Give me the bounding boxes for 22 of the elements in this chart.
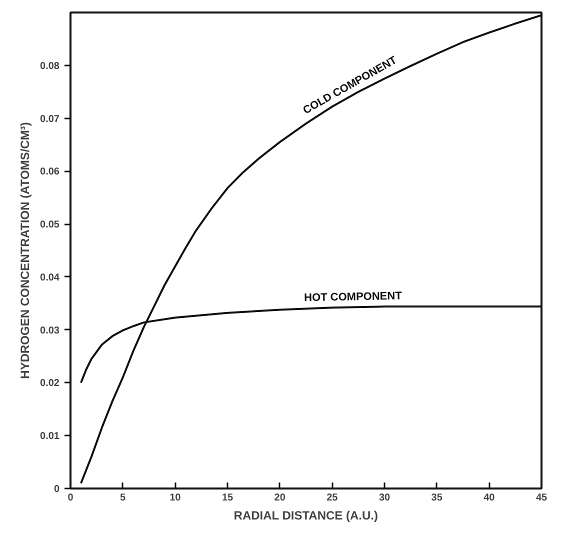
- x-tick-label: 15: [222, 492, 234, 504]
- x-tick-label: 25: [326, 492, 338, 504]
- y-tick-label: 0.08: [40, 60, 60, 72]
- y-tick-label: 0.07: [40, 114, 60, 125]
- x-axis-title: RADIAL DISTANCE (A.U.): [234, 508, 378, 522]
- y-tick-label: 0.04: [40, 272, 60, 284]
- y-tick-label: 0.01: [40, 431, 60, 442]
- y-tick-label: 0.03: [40, 325, 60, 336]
- y-axis-title: HYDROGEN CONCENTRATION (ATOMS/CM³): [18, 122, 32, 379]
- x-tick-label: 35: [431, 492, 443, 504]
- series-label: HOT COMPONENT: [304, 290, 402, 304]
- x-tick-label: 0: [68, 492, 74, 504]
- x-tick-label: 45: [536, 492, 548, 504]
- x-tick-label: 10: [170, 492, 182, 504]
- x-tick-label: 40: [484, 492, 496, 504]
- y-tick-label: 0: [54, 484, 60, 495]
- x-tick-label: 30: [378, 492, 390, 504]
- y-tick-label: 0.06: [40, 166, 60, 178]
- y-tick-label: 0.05: [40, 220, 60, 231]
- x-tick-label: 20: [274, 492, 286, 504]
- y-tick-label: 0.02: [40, 378, 60, 390]
- x-tick-label: 5: [120, 492, 126, 504]
